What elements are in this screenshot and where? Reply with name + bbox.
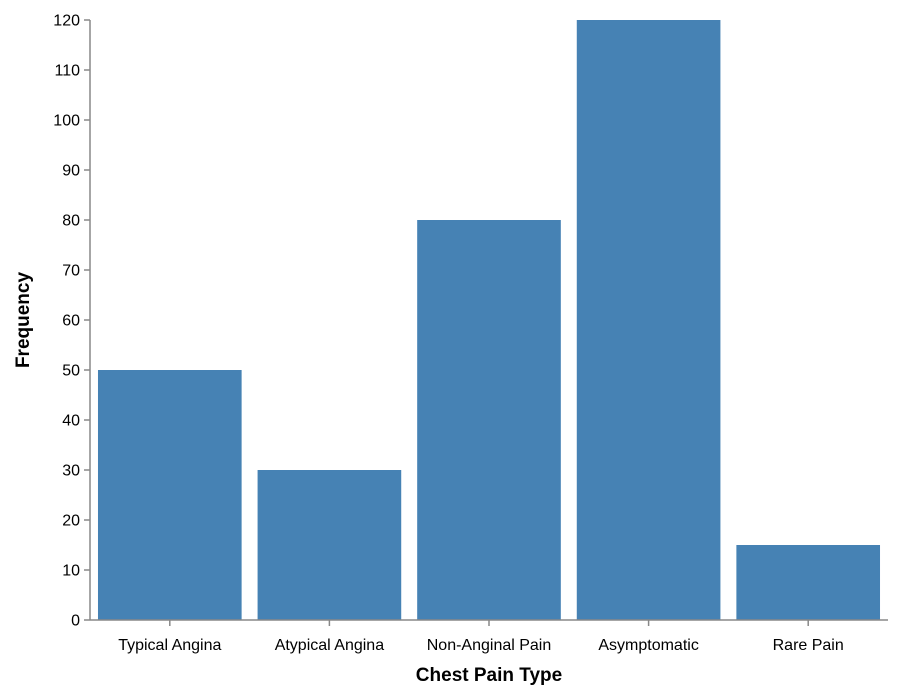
y-tick-label: 0	[71, 613, 80, 630]
bar-non-anginal-pain	[417, 220, 561, 620]
bar-typical-angina	[97, 370, 242, 620]
y-tick-label: 90	[62, 163, 80, 180]
y-tick-label: 50	[62, 363, 80, 380]
y-tick-label: 60	[62, 313, 80, 330]
bar-asymptomatic	[576, 20, 721, 620]
bar-rare-pain	[736, 545, 881, 620]
y-tick-label: 20	[62, 513, 80, 530]
bar-atypical-angina	[257, 470, 402, 620]
y-tick-label: 120	[53, 13, 80, 30]
x-tick-label: Atypical Angina	[275, 637, 385, 654]
x-tick-label: Asymptomatic	[598, 637, 698, 654]
y-tick-label: 110	[54, 63, 80, 80]
y-axis: 0 10 20 30 40 50 60 70 80 90 100 110 120	[53, 13, 91, 630]
x-tick-label: Rare Pain	[773, 637, 844, 654]
y-tick-label: 10	[62, 563, 80, 580]
y-tick-label: 80	[62, 213, 80, 230]
y-tick-label: 30	[62, 463, 80, 480]
bars-group	[97, 20, 881, 620]
y-axis-title: Frequency	[13, 272, 34, 369]
x-tick-label: Typical Angina	[118, 637, 221, 654]
x-axis: Typical Angina Atypical Angina Non-Anginal…	[90, 619, 888, 654]
y-tick-label: 70	[62, 263, 80, 280]
y-tick-label: 100	[53, 113, 80, 130]
x-tick-label: Non-Anginal Pain	[427, 637, 552, 654]
y-tick-label: 40	[62, 413, 80, 430]
x-axis-title: Chest Pain Type	[416, 665, 562, 686]
